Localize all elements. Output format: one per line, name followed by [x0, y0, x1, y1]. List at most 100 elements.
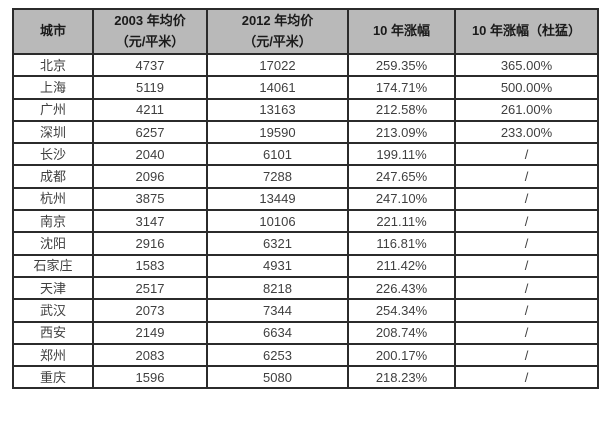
price-2003-cell: 3147	[92, 209, 208, 234]
city-cell: 沈阳	[12, 231, 94, 256]
city-cell: 天津	[12, 275, 94, 301]
growth-cell: 247.10%	[347, 186, 456, 212]
city-cell: 长沙	[12, 142, 94, 167]
city-cell: 武汉	[12, 298, 94, 323]
price-2012-cell: 14061	[206, 75, 349, 100]
table-row: 郑州 2083 6253 200.17% /	[12, 342, 599, 368]
growth-cell: 199.11%	[347, 142, 456, 167]
city-cell: 重庆	[12, 365, 94, 390]
table-row: 武汉 2073 7344 254.34% /	[12, 298, 599, 323]
price-2003-cell: 1596	[92, 365, 208, 390]
growth-cell: 174.71%	[347, 75, 456, 100]
growth-cell: 208.74%	[347, 320, 456, 345]
growth-dumeng-cell: /	[454, 231, 599, 256]
price-2003-cell: 3875	[92, 186, 208, 212]
price-2003-cell: 2096	[92, 164, 208, 189]
column-header-price-2003: 2003 年均价 （元/平米）	[92, 8, 208, 55]
growth-dumeng-cell: /	[454, 275, 599, 301]
price-2003-cell: 2517	[92, 275, 208, 301]
price-2003-cell: 6257	[92, 119, 208, 145]
growth-dumeng-cell: 233.00%	[454, 119, 599, 145]
price-2003-cell: 4737	[92, 52, 208, 78]
growth-dumeng-cell: 500.00%	[454, 75, 599, 100]
table-header: 城市 2003 年均价 （元/平米） 2012 年均价 （元/平米） 10 年涨幅 10 年…	[12, 8, 599, 55]
growth-dumeng-cell: /	[454, 320, 599, 345]
table-row: 成都 2096 7288 247.65% /	[12, 164, 599, 189]
table-row: 西安 2149 6634 208.74% /	[12, 320, 599, 345]
growth-cell: 221.11%	[347, 209, 456, 234]
growth-cell: 226.43%	[347, 275, 456, 301]
growth-cell: 116.81%	[347, 231, 456, 256]
price-2003-cell: 2083	[92, 342, 208, 368]
price-2003-cell: 5119	[92, 75, 208, 100]
column-header-city: 城市	[12, 8, 94, 55]
table-body: 北京 4737 17022 259.35% 365.00% 上海 5119 14061 174.…	[12, 52, 599, 390]
price-2012-cell: 6101	[206, 142, 349, 167]
city-cell: 南京	[12, 209, 94, 234]
price-2012-cell: 13163	[206, 97, 349, 122]
table-row: 南京 3147 10106 221.11% /	[12, 209, 599, 234]
growth-cell: 254.34%	[347, 298, 456, 323]
price-2003-cell: 1583	[92, 253, 208, 278]
growth-dumeng-cell: /	[454, 209, 599, 234]
growth-cell: 218.23%	[347, 365, 456, 390]
table-row: 上海 5119 14061 174.71% 500.00%	[12, 75, 599, 100]
growth-dumeng-cell: /	[454, 298, 599, 323]
growth-dumeng-cell: /	[454, 365, 599, 390]
city-housing-price-table: 城市 2003 年均价 （元/平米） 2012 年均价 （元/平米） 10 年涨幅 10 年…	[12, 8, 599, 390]
price-2003-cell: 4211	[92, 97, 208, 122]
price-2012-cell: 7288	[206, 164, 349, 189]
growth-dumeng-cell: 365.00%	[454, 52, 599, 78]
table-row: 深圳 6257 19590 213.09% 233.00%	[12, 119, 599, 145]
city-cell: 广州	[12, 97, 94, 122]
price-2012-cell: 6253	[206, 342, 349, 368]
growth-cell: 259.35%	[347, 52, 456, 78]
table-row: 重庆 1596 5080 218.23% /	[12, 365, 599, 390]
price-2012-cell: 10106	[206, 209, 349, 234]
table-row: 长沙 2040 6101 199.11% /	[12, 142, 599, 167]
price-2003-cell: 2073	[92, 298, 208, 323]
price-2003-cell: 2040	[92, 142, 208, 167]
city-cell: 杭州	[12, 186, 94, 212]
growth-cell: 213.09%	[347, 119, 456, 145]
table-row: 沈阳 2916 6321 116.81% /	[12, 231, 599, 256]
price-2003-cell: 2149	[92, 320, 208, 345]
city-cell: 深圳	[12, 119, 94, 145]
price-2012-cell: 13449	[206, 186, 349, 212]
price-2012-cell: 5080	[206, 365, 349, 390]
price-2003-cell: 2916	[92, 231, 208, 256]
growth-dumeng-cell: /	[454, 342, 599, 368]
table-row: 北京 4737 17022 259.35% 365.00%	[12, 52, 599, 78]
city-cell: 石家庄	[12, 253, 94, 278]
table-row: 天津 2517 8218 226.43% /	[12, 275, 599, 301]
price-2012-cell: 6321	[206, 231, 349, 256]
header-row: 城市 2003 年均价 （元/平米） 2012 年均价 （元/平米） 10 年涨幅 10 年…	[12, 8, 599, 55]
growth-cell: 200.17%	[347, 342, 456, 368]
price-2012-cell: 8218	[206, 275, 349, 301]
growth-cell: 211.42%	[347, 253, 456, 278]
price-2012-cell: 6634	[206, 320, 349, 345]
price-2012-cell: 19590	[206, 119, 349, 145]
growth-dumeng-cell: /	[454, 186, 599, 212]
growth-cell: 212.58%	[347, 97, 456, 122]
price-2012-cell: 7344	[206, 298, 349, 323]
growth-dumeng-cell: 261.00%	[454, 97, 599, 122]
price-2012-cell: 4931	[206, 253, 349, 278]
column-header-price-2012: 2012 年均价 （元/平米）	[206, 8, 349, 55]
city-cell: 西安	[12, 320, 94, 345]
growth-dumeng-cell: /	[454, 142, 599, 167]
growth-cell: 247.65%	[347, 164, 456, 189]
price-2012-cell: 17022	[206, 52, 349, 78]
growth-dumeng-cell: /	[454, 164, 599, 189]
growth-dumeng-cell: /	[454, 253, 599, 278]
city-cell: 郑州	[12, 342, 94, 368]
city-cell: 上海	[12, 75, 94, 100]
city-cell: 北京	[12, 52, 94, 78]
column-header-growth-10y-dumeng: 10 年涨幅（杜猛）	[454, 8, 599, 55]
table-row: 杭州 3875 13449 247.10% /	[12, 186, 599, 212]
city-cell: 成都	[12, 164, 94, 189]
table-row: 广州 4211 13163 212.58% 261.00%	[12, 97, 599, 122]
column-header-growth-10y: 10 年涨幅	[347, 8, 456, 55]
table-row: 石家庄 1583 4931 211.42% /	[12, 253, 599, 278]
